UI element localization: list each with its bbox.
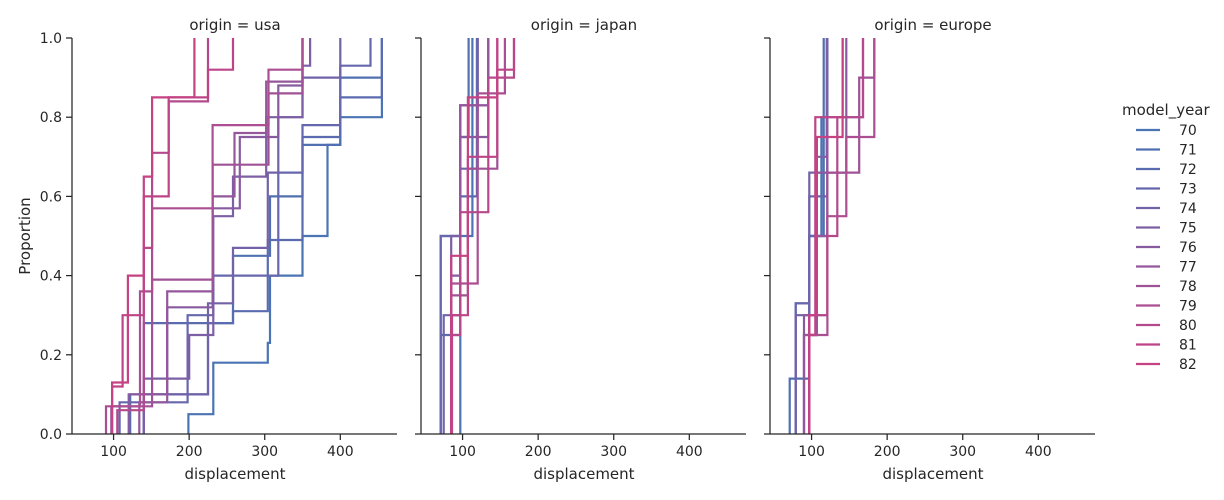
ecdf-line-82 xyxy=(111,38,196,434)
legend-label: 80 xyxy=(1179,318,1197,334)
legend-item-75: 75 xyxy=(1136,221,1197,237)
x-tick-label: 100 xyxy=(449,444,476,460)
legend-label: 77 xyxy=(1179,260,1197,276)
legend-item-80: 80 xyxy=(1136,318,1197,334)
legend-label: 76 xyxy=(1179,240,1197,256)
ecdf-line-76 xyxy=(127,38,304,434)
x-tick-label: 300 xyxy=(949,444,976,460)
panel-title-japan: origin = japan xyxy=(531,16,637,34)
y-tick-label: 0.2 xyxy=(40,348,62,364)
ecdf-line-81 xyxy=(450,38,516,434)
ecdf-line-77 xyxy=(138,38,304,434)
ecdf-lines-usa xyxy=(104,38,383,434)
x-tick-label: 200 xyxy=(176,444,203,460)
legend-item-77: 77 xyxy=(1136,260,1197,276)
panel-europe: origin = europe 100 200 300 400 displacemen… xyxy=(764,16,1095,483)
x-tick-label: 400 xyxy=(327,444,354,460)
x-tick-label: 100 xyxy=(100,444,127,460)
legend-item-70: 70 xyxy=(1136,123,1197,139)
legend-title: model_year xyxy=(1122,101,1211,120)
x-axis-label-usa: displacement xyxy=(184,465,285,483)
legend-label: 72 xyxy=(1179,162,1197,178)
x-tick-label: 200 xyxy=(874,444,901,460)
y-tick-label: 0.4 xyxy=(40,269,62,285)
x-axis-label-europe: displacement xyxy=(882,465,983,483)
ecdf-lines-japan xyxy=(439,38,516,434)
legend-item-71: 71 xyxy=(1136,143,1197,159)
ecdf-line-81 xyxy=(111,38,235,434)
legend-label: 73 xyxy=(1179,182,1197,198)
panel-title-usa: origin = usa xyxy=(189,16,280,34)
y-tick-label: 1.0 xyxy=(40,31,62,47)
y-tick-label: 0.8 xyxy=(40,110,62,126)
x-tick-label: 200 xyxy=(525,444,552,460)
legend-item-82: 82 xyxy=(1136,357,1197,373)
legend: model_year 70 71 72 73 74 75 76 77 78 79 80 81 82 xyxy=(1122,101,1211,373)
x-axis-label-japan: displacement xyxy=(533,465,634,483)
y-axis-label: Proportion xyxy=(16,197,34,274)
x-tick-label: 300 xyxy=(251,444,278,460)
legend-item-73: 73 xyxy=(1136,182,1197,198)
ecdf-line-79 xyxy=(104,38,304,434)
y-tick-label: 0.0 xyxy=(40,427,62,443)
legend-label: 75 xyxy=(1179,221,1197,237)
axes-usa: 100 200 300 400 0.0 0.2 0.4 0.6 0.8 1.0 xyxy=(40,31,397,460)
legend-label: 70 xyxy=(1179,123,1197,139)
legend-item-74: 74 xyxy=(1136,201,1197,217)
legend-label: 82 xyxy=(1179,357,1197,373)
axes-europe: 100 200 300 400 xyxy=(764,37,1095,460)
ecdf-line-82 xyxy=(450,38,499,434)
legend-label: 79 xyxy=(1179,299,1197,315)
x-tick-label: 100 xyxy=(798,444,825,460)
legend-label: 74 xyxy=(1179,201,1197,217)
legend-label: 81 xyxy=(1179,338,1197,354)
legend-item-78: 78 xyxy=(1136,279,1197,295)
x-tick-label: 400 xyxy=(1025,444,1052,460)
legend-item-72: 72 xyxy=(1136,162,1197,178)
axes-japan: 100 200 300 400 xyxy=(415,37,746,460)
panel-japan: origin = japan 100 200 300 400 displacement xyxy=(415,16,746,483)
ecdf-lines-europe xyxy=(788,38,876,434)
legend-label: 78 xyxy=(1179,279,1197,295)
legend-label: 71 xyxy=(1179,143,1197,159)
legend-item-79: 79 xyxy=(1136,299,1197,315)
x-tick-label: 300 xyxy=(600,444,627,460)
legend-item-81: 81 xyxy=(1136,338,1197,354)
x-tick-label: 400 xyxy=(676,444,703,460)
y-tick-label: 0.6 xyxy=(40,189,62,205)
legend-item-76: 76 xyxy=(1136,240,1197,256)
panel-title-europe: origin = europe xyxy=(874,16,991,34)
ecdf-line-80 xyxy=(116,38,210,434)
panel-usa: origin = usa 100 200 300 400 0.0 0.2 0.4 0.6 0.8… xyxy=(40,16,397,483)
legend-items: 70 71 72 73 74 75 76 77 78 79 80 81 82 xyxy=(1136,123,1197,373)
ecdf-line-82 xyxy=(808,38,844,434)
